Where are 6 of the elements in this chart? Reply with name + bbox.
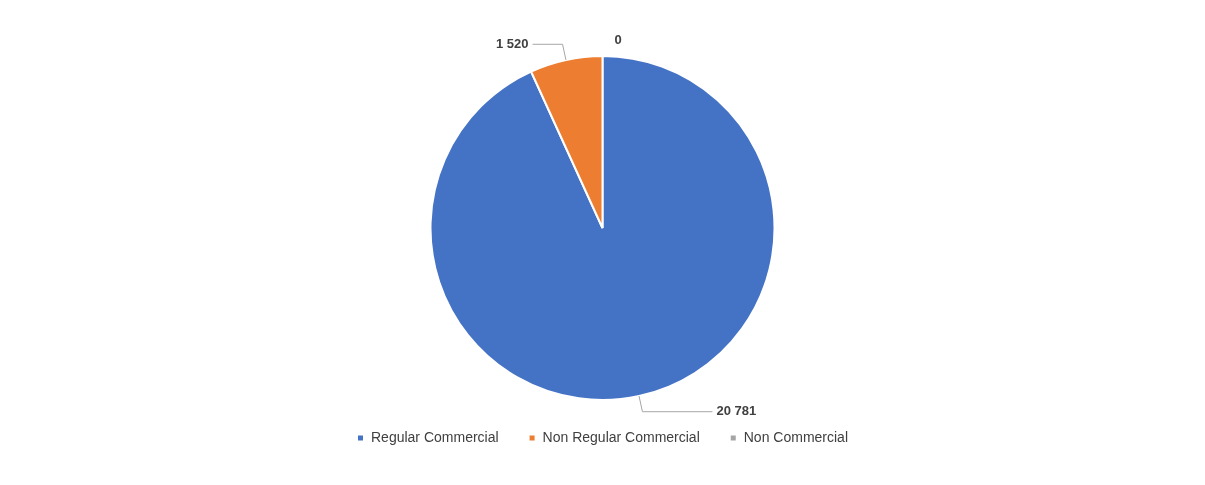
data-label: 1 520	[496, 35, 529, 51]
legend-label: Regular Commercial	[371, 428, 499, 445]
legend-label: Non Regular Commercial	[542, 428, 700, 445]
data-label: 20 781	[716, 403, 757, 419]
legend-label: Non Commercial	[743, 428, 848, 445]
text: 0	[614, 31, 622, 47]
